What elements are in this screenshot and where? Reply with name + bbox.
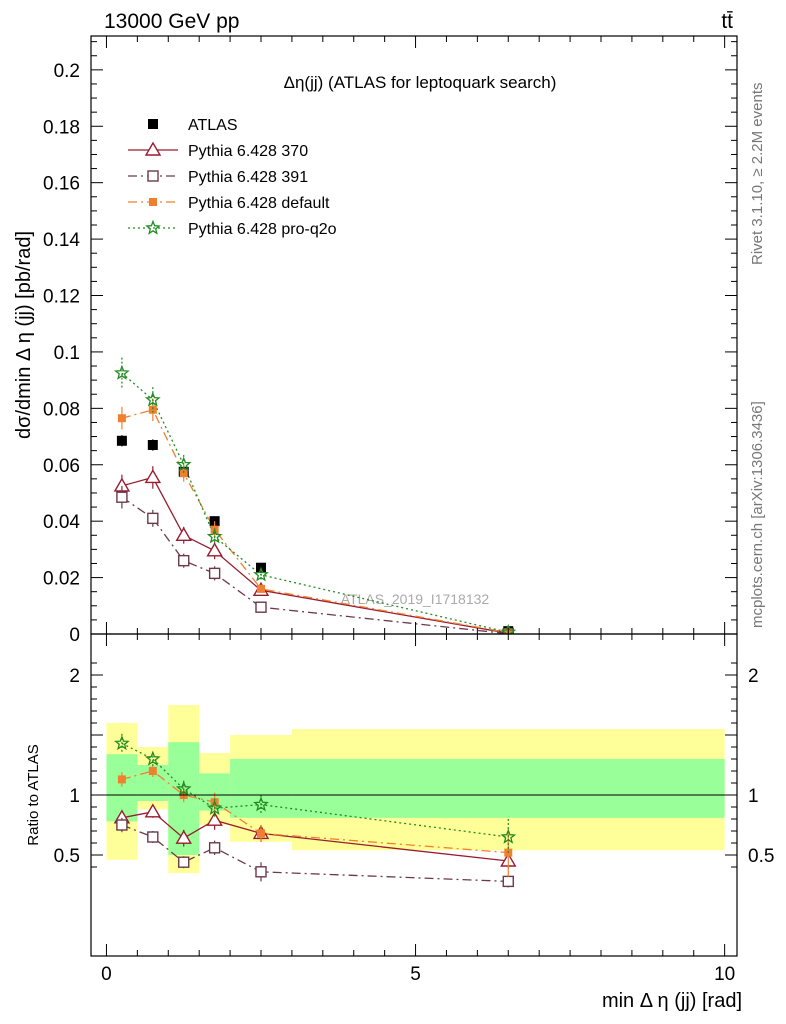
- ratio-point-pythia-6-428-391: [116, 819, 128, 831]
- main-series-markers: [113, 357, 517, 634]
- main-point-pythia-6-428-370: [144, 469, 162, 484]
- tick-label: 0: [69, 625, 80, 646]
- legend-marker-atlas: [148, 119, 158, 129]
- main-point-pythia-6-428-pro-q2o: [500, 624, 517, 634]
- ratio-point-pythia-6-428-default: [117, 775, 126, 784]
- main-point-pythia-6-428-pro-q2o: [144, 391, 161, 407]
- tick-label: 0.08: [43, 399, 80, 420]
- legend: ATLAS Pythia 6.428 370 Pythia 6.428 391 Pyt…: [128, 117, 337, 238]
- ratio-point-pythia-6-428-391: [178, 856, 190, 868]
- main-point-pythia-6-428-default: [179, 469, 188, 478]
- ratio-point-pythia-6-428-pro-q2o: [144, 750, 161, 766]
- axis-ticks: 0 5 10 0 0.02 0.04 0.06 0.08 0.1 0.12 0.14 0.16 0.18…: [43, 36, 774, 985]
- legend-marker-pythia-6-428-pro-q2o: [145, 219, 161, 235]
- tick-label: 0.16: [43, 174, 80, 195]
- ratio-axis-label: Ratio to ATLAS: [25, 744, 42, 845]
- ratio-point-pythia-6-428-pro-q2o: [175, 780, 192, 796]
- band-green: [291, 759, 725, 818]
- main-point-pythia-6-428-391: [255, 601, 267, 613]
- ratio-point-pythia-6-428-default: [148, 767, 157, 775]
- tick-label: 0.18: [43, 117, 80, 138]
- main-line-pythia-6-428-default: [121, 409, 509, 634]
- ratio-point-pythia-6-428-391: [255, 866, 267, 878]
- main-point-pythia-6-428-pro-q2o: [253, 566, 269, 582]
- main-point-pythia-6-428-391: [178, 554, 190, 567]
- mcplots-label: mcplots.cern.ch [arXiv:1306.3436]: [749, 401, 766, 628]
- tick-label: 10: [714, 964, 735, 985]
- tick-label: 0.5: [748, 846, 774, 867]
- main-point-pythia-6-428-370: [175, 526, 192, 541]
- rivet-label: Rivet 3.1.10, ≥ 2.2M events: [749, 83, 766, 266]
- ratio-point-pythia-6-428-391: [147, 831, 159, 843]
- ratio-point-pythia-6-428-370: [175, 829, 192, 844]
- legend-label-pythia-6-428-pro-q2o: Pythia 6.428 pro-q2o: [188, 221, 337, 238]
- tick-label: 0: [101, 964, 112, 985]
- tick-label: 0.1: [54, 343, 80, 364]
- main-point-atlas: [116, 435, 127, 446]
- main-point-pythia-6-428-default: [117, 414, 126, 423]
- ratio-line-pythia-6-428-pro-q2o: [121, 742, 509, 838]
- ratio-point-pythia-6-428-pro-q2o: [253, 796, 269, 812]
- tick-label: 5: [410, 964, 421, 985]
- analysis-watermark: ATLAS_2019_I1718132: [341, 591, 490, 607]
- energy-label: 13000 GeV pp: [104, 10, 239, 33]
- legend-marker-pythia-6-428-370: [144, 141, 162, 156]
- legend-marker-pythia-6-428-default: [149, 198, 157, 206]
- main-point-pythia-6-428-pro-q2o: [206, 528, 223, 544]
- main-point-pythia-6-428-370: [206, 542, 223, 557]
- ratio-series-markers: [113, 733, 517, 888]
- legend-label-atlas: ATLAS: [188, 117, 238, 134]
- tick-label: 1: [748, 786, 759, 807]
- main-point-pythia-6-428-pro-q2o: [113, 364, 130, 380]
- ratio-point-pythia-6-428-391: [208, 842, 221, 854]
- ratio-point-pythia-6-428-pro-q2o: [114, 735, 130, 751]
- tick-label: 2: [69, 666, 80, 687]
- y-axis-label: dσ/dmin Δ η (jj) [pb/rad]: [13, 231, 35, 439]
- ratio-uncertainty-bands: [106, 705, 725, 873]
- ratio-point-pythia-6-428-default: [257, 829, 265, 838]
- main-point-pythia-6-428-default: [257, 584, 265, 593]
- tick-label: 0.04: [43, 512, 80, 533]
- process-label: tt̄: [721, 10, 733, 33]
- tick-label: 0.06: [43, 456, 80, 477]
- main-point-atlas: [147, 440, 158, 451]
- tick-label: 0.14: [43, 230, 80, 251]
- main-point-pythia-6-428-pro-q2o: [175, 456, 192, 472]
- ratio-line-pythia-6-428-default: [121, 770, 509, 854]
- main-point-pythia-6-428-391: [208, 567, 221, 580]
- main-line-pythia-6-428-pro-q2o: [121, 372, 509, 633]
- ratio-point-pythia-6-428-391: [502, 875, 514, 888]
- tick-label: 0.02: [43, 569, 80, 590]
- legend-marker-pythia-6-428-391: [147, 170, 159, 182]
- tick-label: 1: [69, 786, 80, 807]
- tick-label: 2: [748, 666, 759, 687]
- tick-label: 0.5: [54, 846, 80, 867]
- x-axis-label: min Δ η (jj) [rad]: [602, 990, 742, 1012]
- ratio-point-pythia-6-428-pro-q2o: [206, 799, 223, 815]
- ratio-point-pythia-6-428-370: [144, 803, 162, 818]
- chart-title: Δη(jj) (ATLAS for leptoquark search): [284, 73, 557, 92]
- main-point-pythia-6-428-391: [147, 512, 159, 525]
- tick-label: 0.2: [54, 61, 80, 82]
- legend-label-pythia-6-428-default: Pythia 6.428 default: [188, 195, 330, 212]
- tick-label: 0.12: [43, 287, 80, 308]
- main-point-pythia-6-428-default: [148, 405, 157, 414]
- legend-label-pythia-6-428-370: Pythia 6.428 370: [188, 143, 308, 160]
- ratio-point-pythia-6-428-370: [206, 811, 223, 826]
- main-point-pythia-6-428-391: [116, 491, 128, 503]
- legend-label-pythia-6-428-391: Pythia 6.428 391: [188, 169, 308, 186]
- main-line-pythia-6-428-391: [121, 496, 509, 634]
- ratio-point-pythia-6-428-pro-q2o: [500, 828, 517, 844]
